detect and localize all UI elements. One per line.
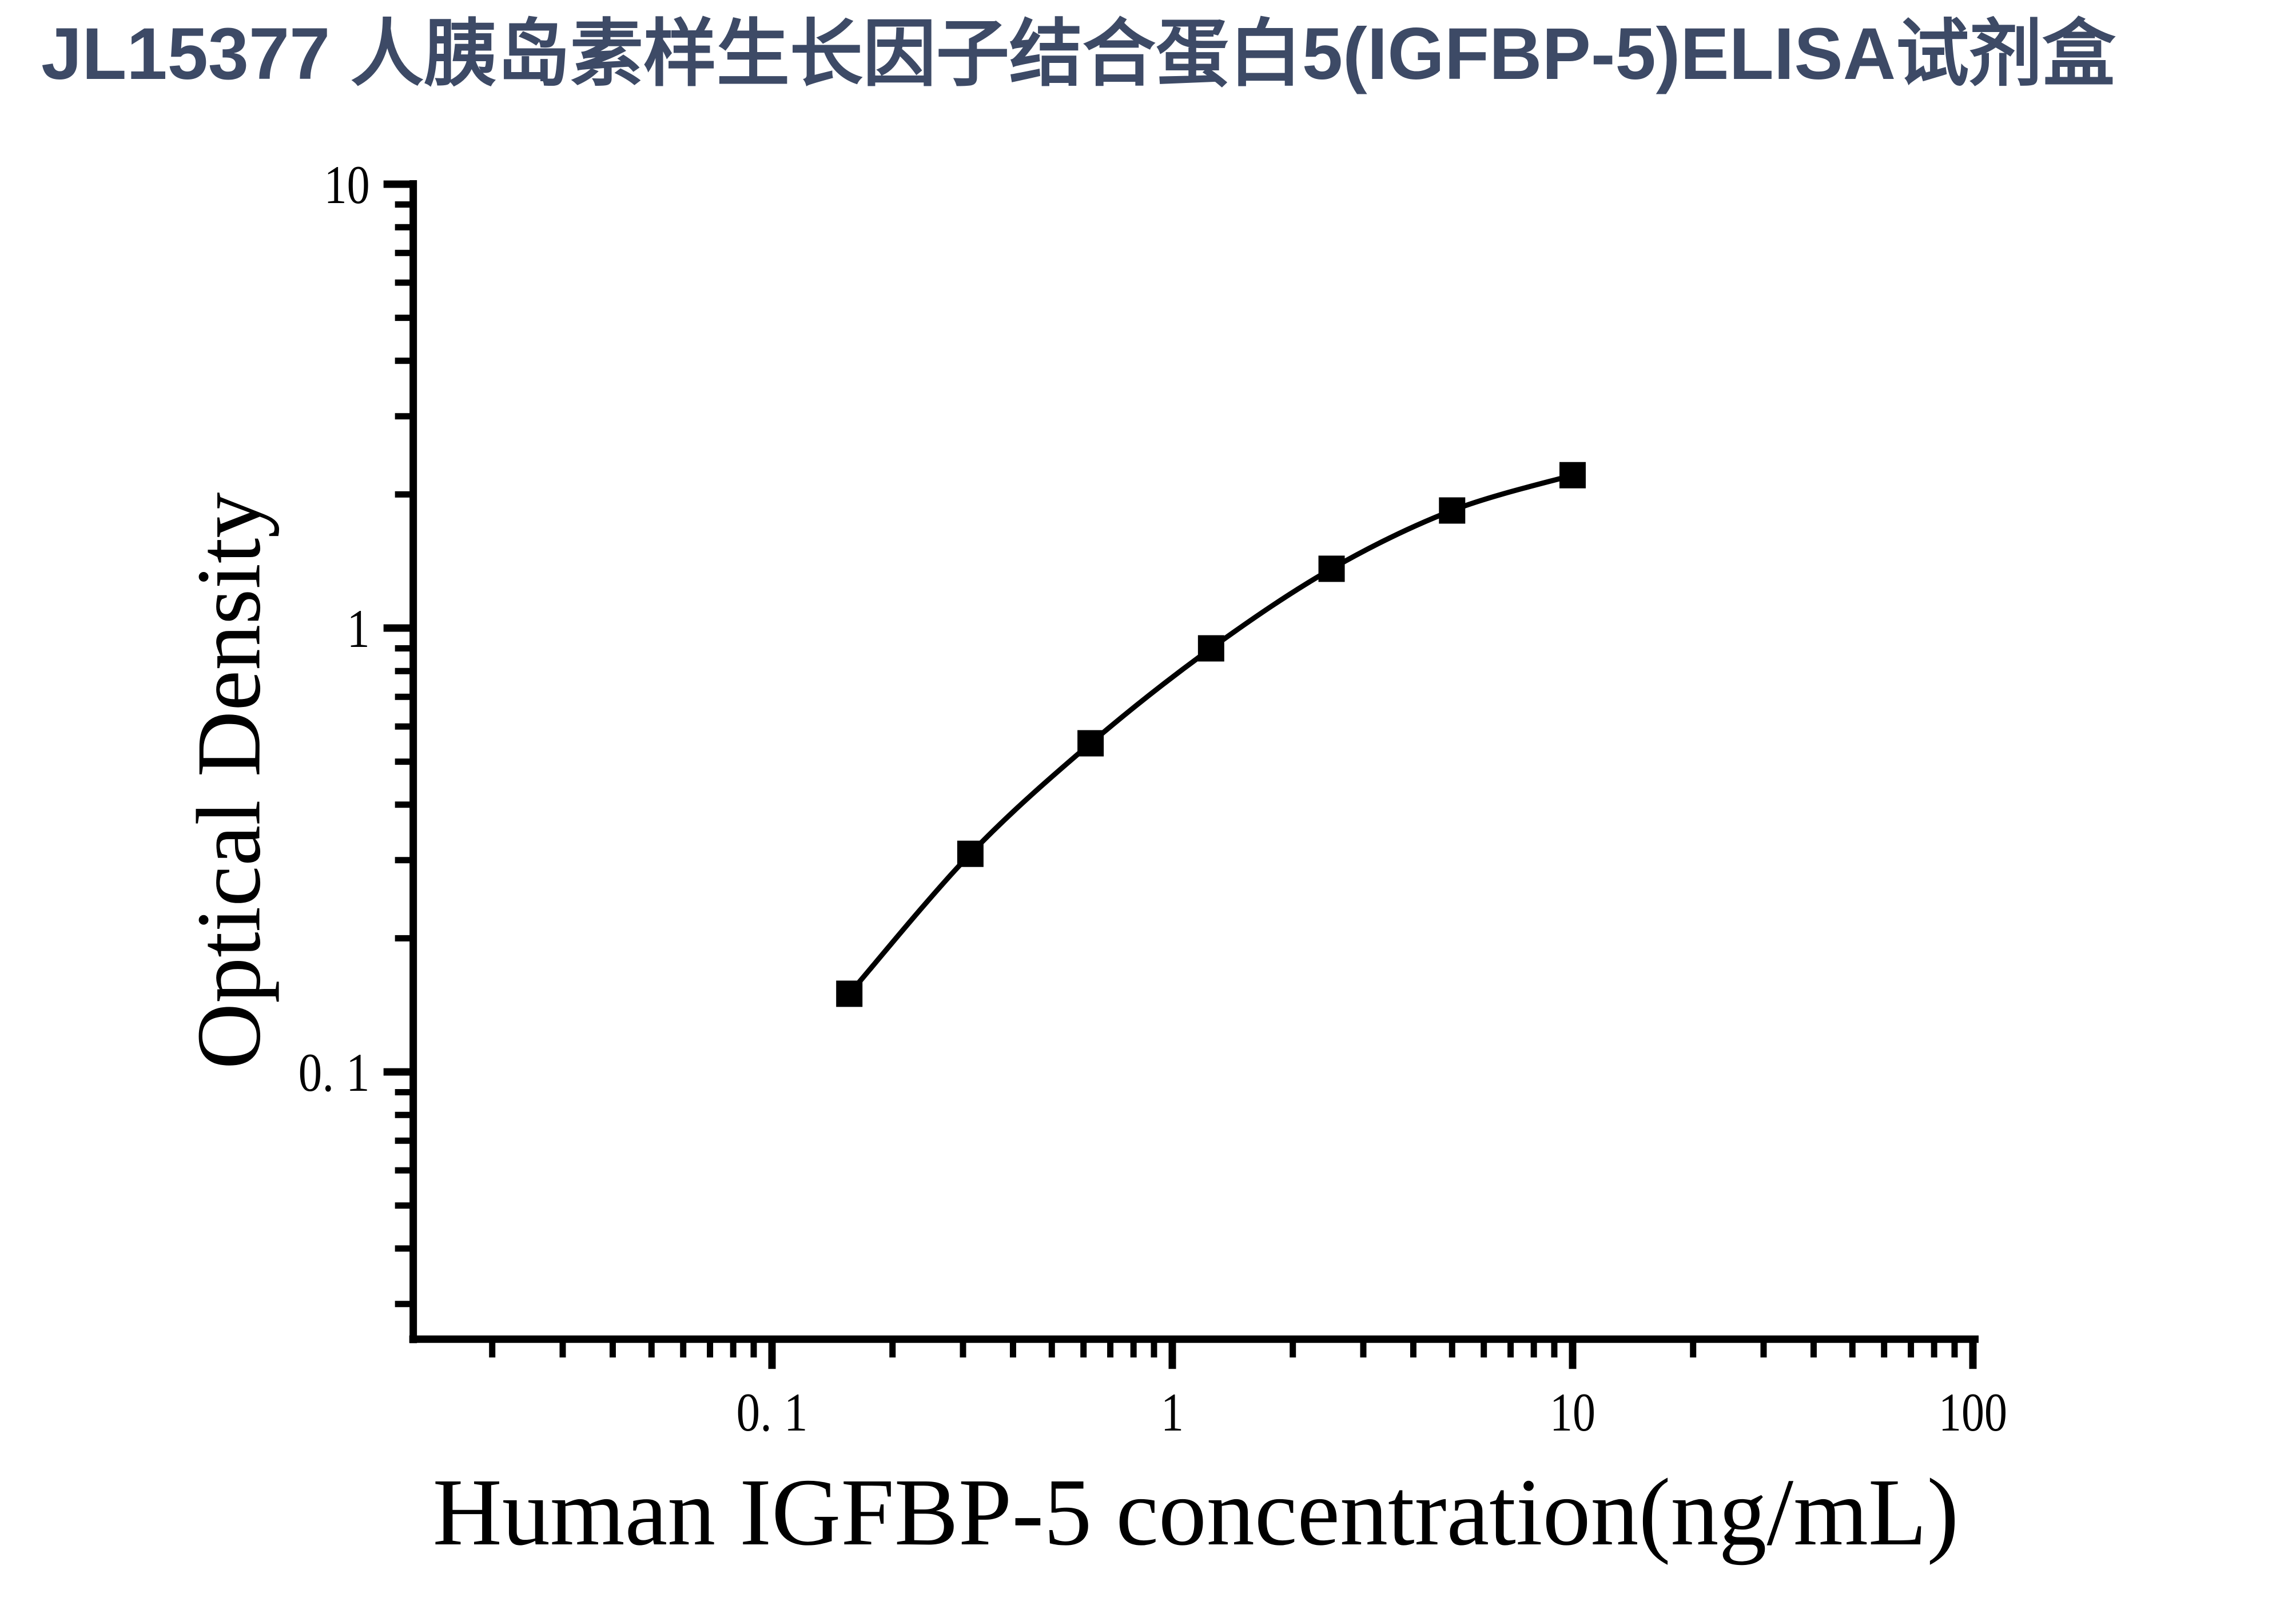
chart-title: JL15377 人胰岛素样生长因子结合蛋白5(IGFBP-5)ELISA试剂盒 [41,13,2116,95]
x-tick-label: 1 [1161,1382,1184,1443]
data-point-marker [836,980,863,1007]
x-tick-label: 100 [1939,1382,2007,1443]
y-axis-title: Optical Density [177,492,280,1070]
x-tick-label: 0. 1 [737,1382,808,1443]
y-tick-label: 1 [347,598,370,659]
x-axis-title: Human IGFBP-5 concentration(ng/mL) [432,1459,1959,1566]
y-tick-label: 0. 1 [299,1042,370,1103]
data-point-marker [1318,555,1345,582]
data-point-marker [1197,635,1224,662]
x-tick-label: 10 [1550,1382,1595,1443]
data-point-marker [957,840,984,867]
data-point-marker [1439,497,1466,524]
standard-curve-line [847,472,1574,996]
y-tick-label: 10 [324,154,370,215]
data-point-marker [1559,462,1586,488]
data-point-marker [1077,730,1104,757]
